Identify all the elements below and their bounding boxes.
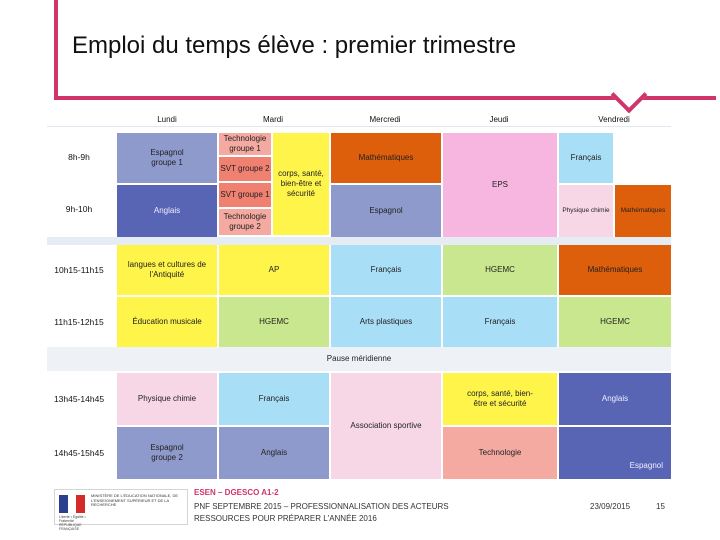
mon-anglais: Anglais: [117, 185, 217, 237]
footer-date: 23/09/2015: [590, 502, 631, 511]
wed-mathematiques: Mathématiques: [331, 133, 441, 183]
fri-francais: Français: [559, 133, 613, 183]
tue-svt-g2: SVT groupe 2: [219, 157, 271, 181]
time-slot-4: 11h15-12h15: [54, 317, 104, 327]
tue-corps-sante: corps, santé, bien-être et sécurité: [273, 133, 329, 235]
footer-line2: RESSOURCES POUR PRÉPARER L'ANNÉE 2016: [194, 514, 377, 523]
fri-espagnol: Espagnol: [559, 427, 671, 479]
thu-hgemc: HGEMC: [443, 245, 557, 295]
tue-francais: Français: [219, 373, 329, 425]
tue-ap: AP: [219, 245, 329, 295]
mon-langues-antiquite: langues et cultures de l'Antiquité: [117, 245, 217, 295]
footer-org: ESEN – DGESCO A1-2: [194, 488, 279, 497]
page-title: Emploi du temps élève : premier trimestr…: [72, 32, 517, 59]
mon-espagnol-g1: Espagnol groupe 1: [117, 133, 217, 183]
mon-education-musicale: Éducation musicale: [117, 297, 217, 347]
tue-svt-g1: SVT groupe 1: [219, 183, 271, 207]
mon-physique-chimie: Physique chimie: [117, 373, 217, 425]
day-header-monday: Lundi: [157, 114, 177, 124]
fri-anglais: Anglais: [559, 373, 671, 425]
thu-francais: Français: [443, 297, 557, 347]
time-slot-6: 14h45-15h45: [53, 448, 105, 458]
day-header-wednesday: Mercredi: [369, 114, 401, 124]
fri-physique-chimie: Physique chimie: [559, 185, 613, 237]
logo-motto: Liberté • Égalité • Fraternité RÉPUBLIQU…: [59, 515, 86, 531]
time-slot-2: 9h-10h: [65, 204, 93, 214]
timetable: Lundi Mardi Mercredi Jeudi Vendredi 8h-9…: [47, 113, 671, 479]
fri-mathematiques-1: Mathématiques: [615, 185, 671, 237]
tue-technologie-g1: Technologie groupe 1: [219, 133, 271, 155]
tue-technologie-g2: Technologie groupe 2: [219, 209, 271, 235]
fri-hgemc: HGEMC: [559, 297, 671, 347]
flag-icon: [59, 495, 86, 513]
tue-anglais: Anglais: [219, 427, 329, 479]
tue-hgemc: HGEMC: [219, 297, 329, 347]
thu-eps: EPS: [443, 133, 557, 237]
thu-technologie: Technologie: [443, 427, 557, 479]
wed-espagnol: Espagnol: [331, 185, 441, 237]
title-frame: [54, 0, 716, 100]
time-slot-3: 10h15-11h15: [54, 265, 104, 275]
wed-association-sportive: Association sportive: [331, 373, 441, 479]
page-number: 15: [656, 502, 665, 511]
lunch-break: Pause méridienne: [47, 349, 671, 369]
thu-corps-sante: corps, santé, bien-être et sécurité: [443, 373, 557, 425]
time-slot-1: 8h-9h: [68, 152, 90, 162]
ministry-logo: Liberté • Égalité • Fraternité RÉPUBLIQU…: [54, 489, 188, 531]
fri-mathematiques-2: Mathématiques: [559, 245, 671, 295]
wed-arts-plastiques: Arts plastiques: [331, 297, 441, 347]
wed-francais: Français: [331, 245, 441, 295]
day-header-friday: Vendredi: [598, 114, 630, 124]
time-slot-5: 13h45-14h45: [53, 394, 105, 404]
footer-line1: PNF SEPTEMBRE 2015 – PROFESSIONNALISATIO…: [194, 502, 449, 511]
day-header-tuesday: Mardi: [262, 114, 283, 124]
day-header-thursday: Jeudi: [489, 114, 509, 124]
mon-espagnol-g2: Espagnol groupe 2: [117, 427, 217, 479]
logo-ministry-text: MINISTÈRE DE L'ÉDUCATION NATIONALE, DE L…: [91, 493, 179, 508]
